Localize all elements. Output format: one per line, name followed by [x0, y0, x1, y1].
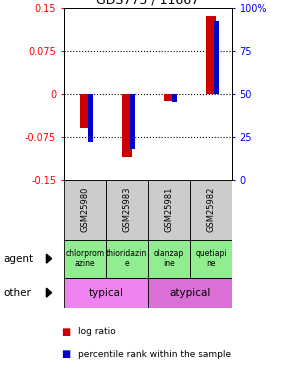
- Text: GSM25981: GSM25981: [164, 187, 173, 232]
- Bar: [122, 94, 132, 157]
- Bar: [130, 94, 135, 149]
- Text: GSM25980: GSM25980: [80, 187, 89, 232]
- Bar: [190, 180, 232, 240]
- Text: other: other: [3, 288, 31, 298]
- Bar: [148, 278, 232, 308]
- Polygon shape: [46, 254, 52, 263]
- Text: GSM25982: GSM25982: [206, 187, 215, 232]
- Bar: [64, 240, 106, 278]
- Text: olanzap
ine: olanzap ine: [154, 249, 184, 268]
- Bar: [88, 94, 93, 142]
- Text: log ratio: log ratio: [78, 327, 116, 336]
- Text: quetiapi
ne: quetiapi ne: [195, 249, 227, 268]
- Text: ■: ■: [61, 350, 70, 359]
- Bar: [148, 180, 190, 240]
- Text: typical: typical: [88, 288, 123, 298]
- Bar: [190, 240, 232, 278]
- Bar: [79, 94, 90, 128]
- Bar: [214, 21, 219, 94]
- Bar: [164, 94, 174, 100]
- Text: GSM25983: GSM25983: [122, 187, 131, 232]
- Title: GDS775 / 11667: GDS775 / 11667: [96, 0, 200, 6]
- Bar: [148, 240, 190, 278]
- Bar: [106, 240, 148, 278]
- Bar: [206, 16, 216, 94]
- Text: chlorprom
azine: chlorprom azine: [65, 249, 104, 268]
- Text: agent: agent: [3, 254, 33, 264]
- Text: ■: ■: [61, 327, 70, 337]
- Text: atypical: atypical: [169, 288, 211, 298]
- Text: percentile rank within the sample: percentile rank within the sample: [78, 350, 231, 359]
- Bar: [172, 94, 177, 102]
- Text: thioridazin
e: thioridazin e: [106, 249, 148, 268]
- Bar: [64, 278, 148, 308]
- Bar: [64, 180, 106, 240]
- Polygon shape: [46, 288, 52, 297]
- Bar: [106, 180, 148, 240]
